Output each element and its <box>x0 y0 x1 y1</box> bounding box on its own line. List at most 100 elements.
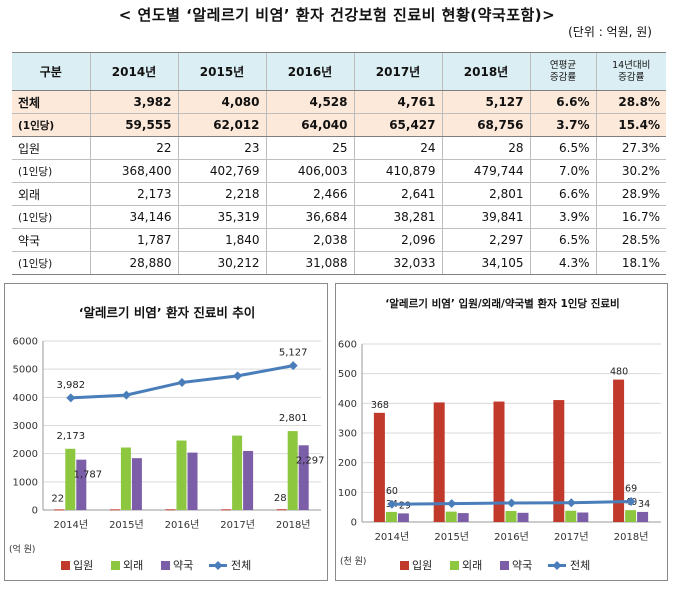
table-header-cell: 14년대비 증감률 <box>595 52 666 91</box>
line-point-전체 <box>177 377 187 387</box>
data-label: 69 <box>625 484 637 495</box>
row-label: 외래 <box>12 182 90 206</box>
bar-입원 <box>221 509 232 511</box>
bar-약국 <box>131 458 142 510</box>
bar-입원 <box>276 509 287 511</box>
x-tick-label: 2014년 <box>375 531 410 543</box>
x-tick-label: 2016년 <box>165 519 200 531</box>
bar-약국 <box>637 511 649 522</box>
legend-label: 전체 <box>570 559 590 572</box>
table-cell: 25 <box>265 136 354 160</box>
stats-table: 구분 2014년 2015년 2016년 2017년 2018년 연평균 증감률 14년대비 증감… <box>12 52 666 275</box>
table-cell: 30,212 <box>177 251 266 275</box>
table-header-cell: 2017년 <box>353 52 442 91</box>
table-cell: 3.9% <box>529 205 596 229</box>
table-header-cell: 2014년 <box>89 52 178 91</box>
bar-외래 <box>120 447 131 510</box>
table-cell: 28.8% <box>595 90 666 114</box>
table-row: (1인당) 59,555 62,012 64,040 65,427 68,756 3.7% 1… <box>12 113 666 137</box>
table-row: 외래 2,173 2,218 2,466 2,641 2,801 6.6% 28.9% <box>12 182 666 206</box>
table-row: (1인당) 34,146 35,319 36,684 38,281 39,841 3.9% 1… <box>12 205 666 229</box>
y-tick-label: 0 <box>351 518 357 529</box>
table-cell: 28.5% <box>595 228 666 252</box>
table-cell: 65,427 <box>353 113 442 137</box>
y-tick-label: 600 <box>338 340 357 351</box>
table-cell: 34,146 <box>89 205 178 229</box>
table-cell: 62,012 <box>177 113 266 137</box>
table-header-cell: 2018년 <box>441 52 530 91</box>
legend-swatch-약국 <box>161 561 170 570</box>
table-cell: 24 <box>353 136 442 160</box>
unit-note: (단위 : 억원, 원) <box>568 25 652 39</box>
table-cell: 1,840 <box>177 228 266 252</box>
table-cell: 406,003 <box>265 159 354 183</box>
y-tick-label: 500 <box>338 369 357 380</box>
legend-swatch-외래 <box>111 561 120 570</box>
bar-입원 <box>373 412 385 522</box>
bar-입원 <box>165 509 176 511</box>
table-cell: 38,281 <box>353 205 442 229</box>
bar-외래 <box>625 510 637 522</box>
table-cell: 68,756 <box>441 113 530 137</box>
bar-약국 <box>187 452 198 510</box>
bar-약국 <box>76 459 87 510</box>
data-label: 2,297 <box>296 455 325 466</box>
table-row: 전체 3,982 4,080 4,528 4,761 5,127 6.6% 28.8% <box>12 90 666 114</box>
table-header-cell: 2016년 <box>265 52 354 91</box>
table-cell: 2,218 <box>177 182 266 206</box>
row-label: 전체 <box>12 90 90 114</box>
bar-입원 <box>109 509 120 511</box>
legend-swatch-입원 <box>61 561 70 570</box>
bar-약국 <box>457 513 469 522</box>
line-point-전체 <box>566 498 576 508</box>
table-cell: 4,761 <box>353 90 442 114</box>
data-label: 2,173 <box>56 431 85 442</box>
table-cell: 28,880 <box>89 251 178 275</box>
row-label: (1인당) <box>12 113 90 137</box>
table-cell: 2,466 <box>265 182 354 206</box>
row-label: 입원 <box>12 136 90 160</box>
y-axis-label: (천 원) <box>340 556 366 567</box>
data-label: 29 <box>399 500 411 511</box>
table-cell: 15.4% <box>595 113 666 137</box>
y-tick-label: 5000 <box>13 365 38 376</box>
table-cell: 39,841 <box>441 205 530 229</box>
row-label: (1인당) <box>12 159 90 183</box>
legend-marker-전체 <box>213 561 223 570</box>
bar-입원 <box>553 400 565 522</box>
bar-외래 <box>505 511 517 522</box>
bar-약국 <box>243 450 254 510</box>
legend-label: 입원 <box>73 559 93 572</box>
x-tick-label: 2015년 <box>434 531 469 543</box>
table-row: (1인당) 28,880 30,212 31,088 32,033 34,105 4.3% 1… <box>12 251 666 275</box>
table-cell: 368,400 <box>89 159 178 183</box>
y-tick-label: 0 <box>32 506 38 517</box>
bar-약국 <box>298 445 309 510</box>
line-point-전체 <box>387 499 397 509</box>
table-cell: 34,105 <box>441 251 530 275</box>
bar-약국 <box>577 512 589 522</box>
table-cell: 2,096 <box>353 228 442 252</box>
table-cell: 2,641 <box>353 182 442 206</box>
bar-약국 <box>397 513 409 522</box>
chart-panel-per-person: ‘알레르기 비염’ 입원/외래/약국별 환자 1인당 진료비 0 100 200 300… <box>335 283 668 581</box>
legend-label: 약국 <box>512 558 532 572</box>
data-label: 2,801 <box>279 413 308 424</box>
table-cell: 30.2% <box>595 159 666 183</box>
line-point-전체 <box>288 361 298 371</box>
legend-label: 외래 <box>123 559 143 572</box>
x-tick-label: 2015년 <box>109 519 144 531</box>
table-cell: 3.7% <box>529 113 596 137</box>
data-label: 22 <box>51 493 64 504</box>
table-cell: 59,555 <box>89 113 178 137</box>
line-point-전체 <box>447 499 457 509</box>
table-cell: 6.5% <box>529 228 596 252</box>
bar-입원 <box>433 402 445 522</box>
legend-label: 외래 <box>462 559 482 572</box>
bar-외래 <box>176 440 187 510</box>
data-label: 60 <box>386 486 398 497</box>
legend-label: 전체 <box>231 559 251 572</box>
table-cell: 4.3% <box>529 251 596 275</box>
chart-panel-total: ‘알레르기 비염’ 환자 진료비 추이 0 1000 2000 3000 4000 5000… <box>4 283 328 581</box>
y-tick-label: 100 <box>338 488 357 499</box>
